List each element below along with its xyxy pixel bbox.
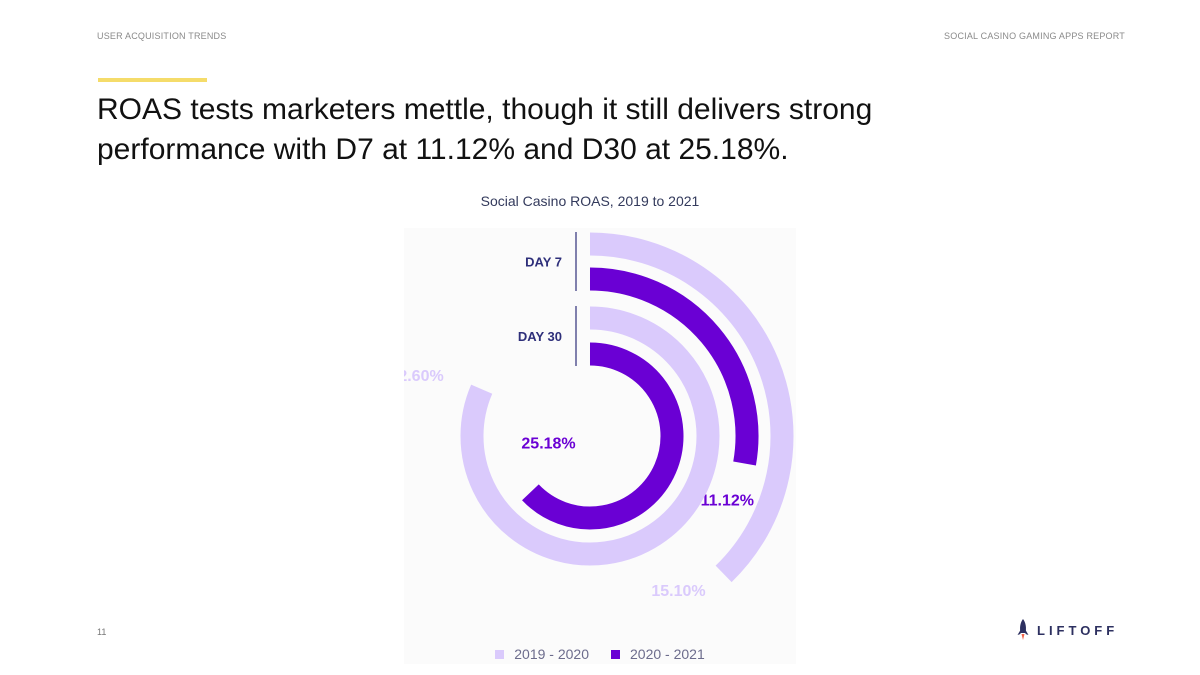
- legend-label-2020-2021: 2020 - 2021: [630, 646, 705, 662]
- chart-legend: 2019 - 2020 2020 - 2021: [404, 645, 796, 663]
- arc-day7-2019-2020: [589, 232, 794, 583]
- value-label-day7-2019-2020: 15.10%: [651, 583, 705, 600]
- group-label-day-30: DAY 30: [518, 329, 562, 344]
- title-line-1: ROAS tests marketers mettle, though it s…: [97, 93, 873, 126]
- value-label-day30-2020-2021: 25.18%: [521, 435, 575, 452]
- page-number: 11: [97, 627, 107, 637]
- section-header: USER ACQUISITION TRENDS: [97, 31, 227, 41]
- roas-radial-chart: 15.10% 11.12% 32.60% 25.18% DAY 7 DAY 30: [404, 232, 794, 600]
- group-label-day-7: DAY 7: [525, 255, 562, 270]
- legend-swatch-dark: [611, 649, 620, 659]
- chart-area: 15.10% 11.12% 32.60% 25.18% DAY 7 DAY 30: [404, 228, 796, 664]
- legend-label-2019-2020: 2019 - 2020: [514, 646, 589, 662]
- value-label-day30-2019-2020: 32.60%: [404, 368, 444, 385]
- legend-item-2020-2021: 2020 - 2021: [611, 645, 705, 663]
- arc-day7-2020-2021: [589, 267, 759, 466]
- page-title: ROAS tests marketers mettle, though it s…: [97, 90, 997, 170]
- arc-day30-2019-2020: [460, 306, 720, 566]
- chart-title: Social Casino ROAS, 2019 to 2021: [480, 193, 700, 209]
- logo-text: LIFTOFF: [1037, 622, 1119, 638]
- value-label-day7-2020-2021: 11.12%: [701, 493, 754, 510]
- rocket-icon: [1017, 619, 1029, 640]
- accent-bar: [98, 78, 207, 82]
- title-line-2: performance with D7 at 11.12% and D30 at…: [97, 133, 789, 166]
- legend-item-2019-2020: 2019 - 2020: [495, 645, 589, 663]
- legend-swatch-light: [495, 649, 505, 659]
- arc-day30-2020-2021: [522, 342, 684, 530]
- liftoff-logo: LIFTOFF: [1017, 619, 1118, 641]
- report-header: SOCIAL CASINO GAMING APPS REPORT: [944, 31, 1125, 41]
